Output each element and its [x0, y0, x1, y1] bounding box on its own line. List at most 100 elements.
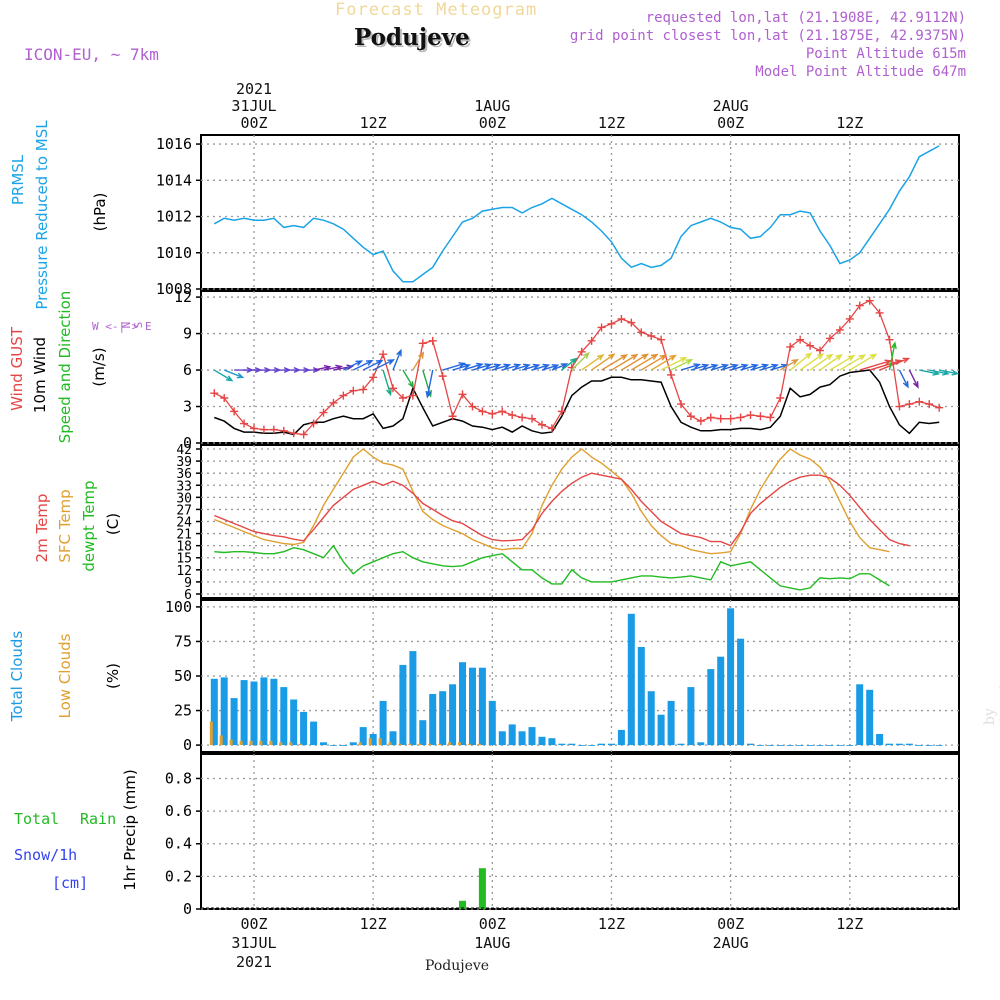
- pressure-unit: (hPa): [91, 193, 109, 232]
- wind-gust-marker: [458, 390, 467, 399]
- total-cloud-bar: [498, 731, 506, 746]
- total-cloud-bar: [359, 727, 367, 746]
- wind-gust-marker: [498, 407, 507, 416]
- wind-10m-label: 10m Wind: [31, 337, 49, 413]
- total-cloud-bar: [657, 714, 665, 746]
- wind-direction-arrow: [630, 353, 659, 371]
- wind-gust-marker: [607, 319, 616, 328]
- y-tick-label-precip: 0.2: [165, 867, 192, 885]
- wind-gust-marker: [835, 325, 844, 334]
- total-cloud-bar: [578, 745, 586, 746]
- low-cloud-bar: [438, 743, 442, 746]
- total-label: Total: [14, 810, 59, 828]
- wind-gust-marker: [438, 372, 447, 381]
- wind-direction-arrow: [452, 363, 472, 371]
- sfc-temp-line: [214, 448, 890, 555]
- wind-direction-arrow: [710, 363, 730, 371]
- y-tick-label-temp: 9: [184, 576, 192, 591]
- wind-unit: (m/s): [90, 347, 108, 386]
- wind-gust-marker: [508, 411, 517, 420]
- wind-gust-line: [214, 299, 940, 436]
- wind-direction-arrow: [372, 359, 396, 371]
- wind-direction-arrow: [621, 353, 649, 371]
- total-cloud-bar: [627, 613, 635, 746]
- time-tick-label-top: 1AUG: [474, 97, 510, 115]
- panel-frame-pressure: [200, 134, 960, 290]
- total-cloud-bar: [230, 698, 238, 746]
- wind-gust-marker: [488, 409, 497, 418]
- wind-direction-arrow: [720, 363, 739, 371]
- total-cloud-bar: [488, 700, 496, 746]
- wind-direction-arrow: [425, 369, 434, 399]
- wind-direction-arrow: [561, 357, 578, 371]
- wind-gust-marker: [518, 413, 527, 422]
- total-cloud-bar: [339, 745, 347, 746]
- precip-unit: 1hr Precip (mm): [121, 769, 139, 890]
- wind-direction-arrow: [502, 363, 522, 371]
- wind-gust-marker: [855, 301, 864, 310]
- wind-gust-marker: [885, 335, 894, 344]
- time-tick-label-bottom: 12Z: [360, 915, 387, 933]
- low-cloud-bar: [229, 739, 233, 746]
- time-tick-label-top: 12Z: [598, 114, 625, 132]
- wind-direction-arrow: [819, 353, 843, 371]
- total-cloud-bar: [548, 738, 556, 746]
- total-cloud-bar: [776, 745, 784, 746]
- wind-direction-arrow: [482, 363, 502, 371]
- y-tick-label-temp: 27: [176, 503, 192, 518]
- total-cloud-bar: [240, 680, 248, 745]
- wind-direction-arrow: [849, 353, 878, 371]
- total-cloud-bar: [439, 691, 447, 746]
- wind-gust-marker: [627, 318, 636, 327]
- temp-2m-line: [214, 472, 910, 547]
- total-cloud-bar: [846, 745, 854, 746]
- wind-gust-marker: [865, 296, 874, 305]
- wind-direction-arrow: [591, 353, 616, 371]
- wind-gust-marker: [726, 414, 735, 423]
- wind-gust-marker: [557, 407, 566, 416]
- low-cloud-bar: [448, 742, 452, 746]
- time-tick-label-top: 2021: [236, 80, 272, 98]
- total-cloud-bar: [379, 700, 387, 746]
- total-cloud-bar: [866, 689, 874, 746]
- wind-gust-marker: [776, 394, 785, 403]
- total-cloud-bar: [895, 743, 903, 746]
- y-tick-label-clouds: 75: [174, 632, 192, 650]
- wind-direction-arrow: [888, 341, 897, 371]
- wind-direction-arrow: [898, 369, 909, 389]
- pressure-label-short: PRMSL: [9, 154, 27, 205]
- wind-gust-marker: [696, 417, 705, 426]
- wind-gust-marker: [478, 407, 487, 416]
- total-cloud-bar: [508, 724, 516, 746]
- total-cloud-bar: [876, 734, 884, 746]
- wind-speed-line: [214, 369, 940, 436]
- wind-gust-marker: [408, 391, 417, 400]
- low-cloud-bar: [398, 743, 402, 746]
- total-cloud-bar: [796, 745, 804, 746]
- total-cloud-bar: [756, 745, 764, 746]
- wind-direction-arrow: [799, 353, 825, 371]
- total-cloud-bar: [747, 743, 754, 746]
- total-cloud-bar: [608, 743, 615, 746]
- wind-gust-label: Wind GUST: [8, 326, 26, 411]
- wind-gust-marker: [845, 314, 854, 323]
- y-tick-label-pressure: 1010: [156, 244, 192, 262]
- wind-direction-arrow: [700, 363, 719, 371]
- wind-direction-arrow: [908, 369, 919, 389]
- low-cloud-bar: [259, 740, 263, 745]
- total-cloud-bar: [687, 687, 695, 746]
- low-cloud-bar: [388, 742, 392, 746]
- wind-direction-arrow: [382, 369, 392, 397]
- total-cloud-bar: [409, 651, 417, 746]
- total-cloud-bar: [617, 729, 625, 746]
- total-cloud-bar: [717, 656, 725, 746]
- total-cloud-bar: [826, 745, 834, 746]
- wind-direction-arrow: [492, 363, 512, 371]
- total-cloud-bar: [270, 678, 278, 746]
- y-tick-label-temp: 21: [176, 528, 192, 543]
- wind-gust-marker: [875, 308, 884, 317]
- total-cloud-bar: [349, 742, 357, 746]
- total-cloud-bar: [429, 694, 437, 746]
- wind-gust-marker: [825, 334, 834, 343]
- wind-gust-marker: [339, 391, 348, 400]
